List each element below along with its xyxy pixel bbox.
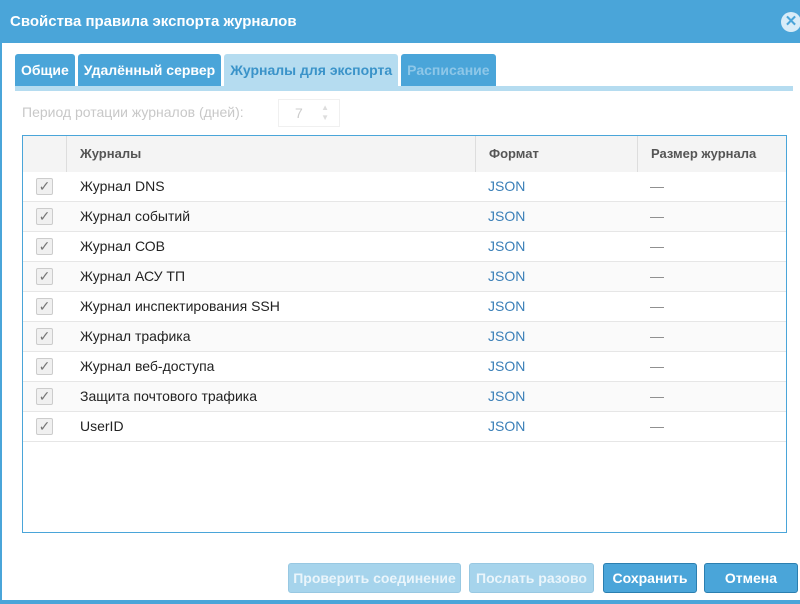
log-format: JSON xyxy=(488,208,526,224)
cancel-button[interactable]: Отмена xyxy=(704,563,798,593)
header-checkbox-column xyxy=(23,136,66,172)
tab-underline xyxy=(15,86,793,91)
header-format[interactable]: Формат xyxy=(475,136,637,172)
table-row[interactable]: ✓ Журнал АСУ ТП JSON — xyxy=(23,262,786,292)
table-row[interactable]: ✓ Журнал трафика JSON — xyxy=(23,322,786,352)
table-row[interactable]: ✓ UserID JSON — xyxy=(23,412,786,442)
table-header: Журналы Формат Размер журнала xyxy=(23,136,786,172)
log-format: JSON xyxy=(488,268,526,284)
log-name: Журнал АСУ ТП xyxy=(80,268,186,284)
table-row[interactable]: ✓ Защита почтового трафика JSON — xyxy=(23,382,786,412)
log-name: Журнал DNS xyxy=(80,178,165,194)
table-row[interactable]: ✓ Журнал СОВ JSON — xyxy=(23,232,786,262)
log-size: — xyxy=(650,418,664,434)
log-name: Журнал трафика xyxy=(80,328,191,344)
tab-remote-server[interactable]: Удалённый сервер xyxy=(77,54,222,86)
checkbox-cell: ✓ xyxy=(23,262,66,291)
log-format: JSON xyxy=(488,388,526,404)
header-logs[interactable]: Журналы xyxy=(66,136,475,172)
log-size: — xyxy=(650,298,664,314)
save-button[interactable]: Сохранить xyxy=(603,563,697,593)
row-checkbox[interactable]: ✓ xyxy=(36,328,53,345)
check-connection-button: Проверить соединение xyxy=(288,563,461,593)
rotation-period-stepper: 7 ▲ ▼ xyxy=(278,99,340,127)
checkbox-cell: ✓ xyxy=(23,172,66,201)
tab-export-logs[interactable]: Журналы для экспорта xyxy=(224,54,399,86)
checkbox-cell: ✓ xyxy=(23,322,66,351)
checkbox-cell: ✓ xyxy=(23,232,66,261)
log-format: JSON xyxy=(488,328,526,344)
log-name: Журнал событий xyxy=(80,208,191,224)
close-icon[interactable]: ✕ xyxy=(781,12,800,32)
log-name: UserID xyxy=(80,418,124,434)
log-name: Журнал СОВ xyxy=(80,238,166,254)
checkbox-cell: ✓ xyxy=(23,202,66,231)
log-size: — xyxy=(650,388,664,404)
row-checkbox[interactable]: ✓ xyxy=(36,208,53,225)
checkbox-cell: ✓ xyxy=(23,352,66,381)
log-format: JSON xyxy=(488,418,526,434)
row-checkbox[interactable]: ✓ xyxy=(36,418,53,435)
logs-table: Журналы Формат Размер журнала ✓ Журнал D… xyxy=(22,135,787,533)
row-checkbox[interactable]: ✓ xyxy=(36,178,53,195)
log-format: JSON xyxy=(488,238,526,254)
log-size: — xyxy=(650,268,664,284)
row-checkbox[interactable]: ✓ xyxy=(36,388,53,405)
table-row[interactable]: ✓ Журнал веб-доступа JSON — xyxy=(23,352,786,382)
rotation-period-value: 7 xyxy=(295,105,303,121)
log-name: Журнал веб-доступа xyxy=(80,358,215,374)
log-format: JSON xyxy=(488,178,526,194)
rotation-period-label: Период ротации журналов (дней): xyxy=(22,104,244,120)
row-checkbox[interactable]: ✓ xyxy=(36,268,53,285)
tab-schedule: Расписание xyxy=(401,54,496,86)
table-row[interactable]: ✓ Журнал DNS JSON — xyxy=(23,172,786,202)
row-checkbox[interactable]: ✓ xyxy=(36,238,53,255)
tab-general[interactable]: Общие xyxy=(15,54,75,86)
checkbox-cell: ✓ xyxy=(23,412,66,441)
log-size: — xyxy=(650,328,664,344)
row-checkbox[interactable]: ✓ xyxy=(36,358,53,375)
stepper-arrows-icon: ▲ ▼ xyxy=(321,103,329,122)
log-size: — xyxy=(650,178,664,194)
checkbox-cell: ✓ xyxy=(23,292,66,321)
log-format: JSON xyxy=(488,298,526,314)
send-once-button: Послать разово xyxy=(469,563,594,593)
checkbox-cell: ✓ xyxy=(23,382,66,411)
table-row[interactable]: ✓ Журнал событий JSON — xyxy=(23,202,786,232)
log-size: — xyxy=(650,208,664,224)
log-name: Защита почтового трафика xyxy=(80,388,257,404)
log-format: JSON xyxy=(488,358,526,374)
table-row[interactable]: ✓ Журнал инспектирования SSH JSON — xyxy=(23,292,786,322)
log-name: Журнал инспектирования SSH xyxy=(80,298,280,314)
dialog-title: Свойства правила экспорта журналов xyxy=(2,0,800,43)
log-size: — xyxy=(650,238,664,254)
log-size: — xyxy=(650,358,664,374)
row-checkbox[interactable]: ✓ xyxy=(36,298,53,315)
header-size[interactable]: Размер журнала xyxy=(637,136,786,172)
